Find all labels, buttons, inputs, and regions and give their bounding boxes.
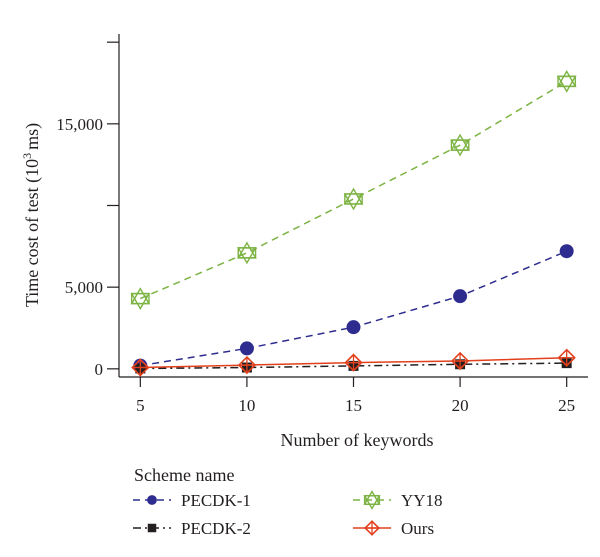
data-point-pecdk-1 [240,341,254,355]
x-tick-label: 10 [238,396,255,415]
data-point-pecdk-1 [560,244,574,258]
y-axis-label-unit: ms) [22,123,43,150]
y-axis-label: Time cost of test (103 ms) [20,123,43,307]
y-axis-label-main: Time cost of test (10 [22,159,43,307]
legend-label-ours: Ours [401,519,434,538]
data-point-yy18 [345,189,362,209]
legend-item-ours: Ours [353,519,434,538]
data-point-yy18 [238,243,255,263]
series-layer [132,71,576,375]
star-triangle-up [558,71,575,86]
legend-item-pecdk-2: PECDK-2 [133,519,251,538]
data-point-pecdk-1 [347,320,361,334]
x-tick-label: 5 [136,396,145,415]
x-tick-label: 20 [452,396,469,415]
y-tick-label: 15,000 [56,115,103,134]
series-ours [132,350,574,376]
x-tick-label: 15 [345,396,362,415]
data-point-pecdk-1 [453,289,467,303]
series-pecdk-1 [133,244,573,372]
series-line-pecdk-1 [140,251,566,365]
legend-marker-pecdk-2 [148,524,157,533]
legend-label-pecdk-2: PECDK-2 [181,519,251,538]
data-point-ours [346,355,362,371]
y-tick-label: 5,000 [65,278,103,297]
star-triangle-down [558,76,575,91]
legend-item-yy18: YY18 [353,491,443,510]
legend-marker-ours [365,521,379,535]
legend-label-yy18: YY18 [401,491,443,510]
legend-label-pecdk-1: PECDK-1 [181,491,251,510]
y-tick-label: 0 [95,360,104,379]
star-triangle-down [365,496,380,509]
legend-title: Scheme name [134,465,234,485]
axes: 0 5,000 15,000 5 10 15 20 25 [56,34,588,415]
x-tick-label: 25 [558,396,575,415]
data-point-yy18 [558,71,575,91]
star-triangle-up [365,492,380,505]
legend-item-pecdk-1: PECDK-1 [133,491,251,510]
data-point-ours [452,353,468,369]
legend: Scheme name PECDK-1 PECDK-2 YY18 Ours [133,465,443,538]
series-yy18 [132,71,576,308]
x-axis-label: Number of keywords [281,430,434,450]
data-point-ours [239,357,255,373]
legend-marker-pecdk-1 [147,495,157,505]
y-axis-label-superscript: 3 [20,153,34,159]
